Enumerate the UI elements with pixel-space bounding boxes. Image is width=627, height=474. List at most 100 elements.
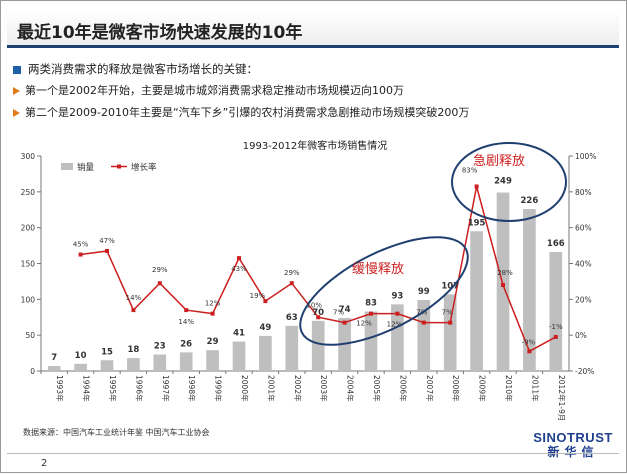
growth-rate-label: 14%: [178, 318, 194, 326]
growth-rate-label: 12%: [387, 321, 403, 329]
bar-value-label: 226: [521, 196, 539, 206]
bullet-main-text: 两类消费需求的释放是微客市场增长的关键：: [28, 62, 258, 76]
rapid-release-ellipse: [451, 142, 567, 222]
growth-rate-label: 29%: [152, 266, 168, 274]
bullet-sub-2-text: 第二个是2009-2010年主要是“汽车下乡”引爆的农村消费需求急剧推动市场规模…: [25, 106, 470, 119]
growth-rate-label: -9%: [522, 338, 536, 346]
growth-rate-point: [474, 184, 479, 189]
x-tick-label: 1994年: [82, 375, 92, 402]
bar: [311, 320, 325, 371]
bar-value-label: 93: [391, 291, 403, 301]
bar-value-label: 15: [101, 347, 113, 357]
legend-swatch-sales: [61, 163, 73, 170]
growth-rate-point: [501, 283, 505, 287]
growth-rate-point: [342, 320, 347, 325]
bar-value-label: 26: [180, 339, 192, 349]
x-tick-label: 2007年: [425, 375, 435, 402]
chart-title: 1993-2012年微客市场销售情况: [243, 139, 388, 152]
x-tick-label: 1999年: [214, 375, 224, 402]
x-tick-label: 2004年: [346, 375, 356, 402]
bar: [232, 341, 246, 371]
growth-rate-point: [289, 281, 294, 286]
bar-value-label: 29: [207, 337, 219, 347]
annotations: 急剧释放 缓慢释放: [299, 142, 567, 346]
growth-rate-point: [263, 299, 268, 304]
bar: [206, 350, 219, 371]
growth-rate-point: [421, 320, 426, 325]
annotation-slow: 缓慢释放: [352, 261, 404, 277]
bar: [496, 192, 510, 371]
bar: [391, 304, 404, 371]
bar-value-label: 74: [339, 305, 351, 315]
bar-value-label: 63: [286, 313, 298, 323]
bar-value-label: 107: [441, 281, 459, 291]
bullet-sub-2: 第二个是2009-2010年主要是“汽车下乡”引爆的农村消费需求急剧推动市场规模…: [13, 104, 469, 120]
growth-rate-label: 12%: [356, 320, 372, 328]
arrow-bullet-icon: [13, 109, 20, 117]
y2-tick-label: 20%: [575, 295, 592, 304]
legend-label-sales: 销量: [77, 162, 95, 173]
x-tick-label: 2012年1-9月: [557, 375, 567, 421]
y-tick-label: 150: [21, 260, 36, 269]
bar: [417, 300, 431, 371]
legend-label-growth: 增长率: [131, 162, 157, 173]
x-tick-label: 1998年: [187, 375, 197, 402]
bar-value-label: 7: [51, 353, 57, 363]
growth-rate-label: 47%: [99, 237, 115, 245]
bars: [47, 192, 563, 371]
growth-rate-label: 43%: [231, 265, 247, 273]
bar: [100, 360, 114, 371]
y2-tick-label: 60%: [575, 224, 592, 233]
growth-rate-point: [184, 308, 189, 313]
growth-rate-point: [131, 308, 136, 313]
bar: [259, 335, 272, 371]
x-tick-label: 1996年: [134, 375, 144, 402]
logo-text-cn: 新华信: [547, 445, 599, 459]
page-number: 2: [41, 458, 48, 469]
bullet-main: 两类消费需求的释放是微客市场增长的关键：: [13, 61, 258, 77]
bar: [285, 325, 299, 371]
growth-rate-point: [210, 311, 215, 316]
data-source: 数据来源：中国汽车工业统计年鉴 中国汽车工业协会: [23, 428, 210, 437]
y2-tick-label: 40%: [575, 260, 592, 269]
title-bar: 最近10年是微客市场快速发展的10年: [7, 11, 619, 48]
chart-axes: 0 50 100 150 200 250 300 -20% 0% 20% 40% 60% 80% 100%…: [21, 152, 597, 421]
sinotrust-logo: SINOTRUST 新华信: [533, 431, 613, 460]
growth-rate-label: 29%: [284, 269, 300, 277]
x-tick-label: 1995年: [108, 375, 118, 402]
bar-value-label: 18: [127, 345, 139, 355]
bar-value-label: 70: [312, 308, 324, 318]
growth-line: [78, 184, 558, 354]
growth-rate-point: [527, 349, 532, 354]
bar-value-label: 23: [154, 342, 166, 352]
x-tick-label: 2000年: [240, 375, 250, 402]
growth-rate-point: [316, 315, 321, 320]
bar: [470, 231, 483, 371]
bar: [127, 358, 140, 371]
legend-marker-growth: [117, 164, 121, 169]
bar-value-label: 41: [233, 329, 245, 339]
y-tick-label: 100: [21, 295, 36, 304]
x-tick-label: 2002年: [293, 375, 303, 402]
page-title: 最近10年是微客市场快速发展的10年: [17, 23, 303, 43]
x-tick-label: 1997年: [161, 375, 171, 402]
bar: [549, 252, 563, 371]
y-tick-label: 250: [21, 188, 36, 197]
slow-release-ellipse: [299, 236, 469, 346]
bar-value-label: 49: [259, 323, 271, 333]
x-tick-label: 2003年: [319, 375, 329, 402]
growth-rate-point: [78, 252, 83, 257]
growth-rate-label: 19%: [250, 292, 266, 300]
y-tick-label: 300: [21, 152, 36, 161]
growth-rate-label: 14%: [126, 294, 142, 302]
growth-rate-label: 45%: [73, 241, 89, 249]
y2-tick-label: 80%: [575, 188, 592, 197]
growth-rate-point: [157, 281, 162, 286]
bar: [364, 311, 378, 371]
growth-rate-label: 7%: [442, 309, 453, 317]
x-tick-label: 2005年: [372, 375, 382, 402]
bar-value-label: 83: [365, 299, 377, 309]
x-tick-label: 1993年: [55, 375, 65, 402]
